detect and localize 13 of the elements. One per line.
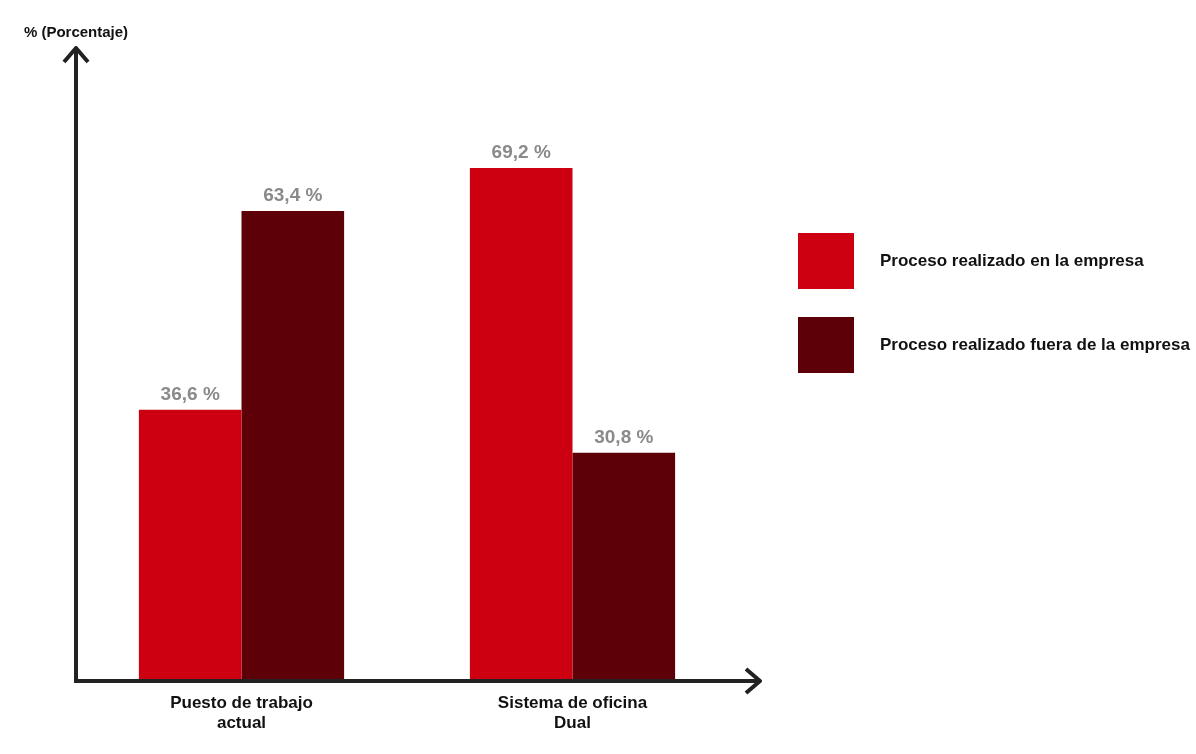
text: Proceso realizado fuera de la empresa (880, 335, 1190, 355)
x-tick-label: Puesto de trabajo actual (170, 693, 313, 733)
bar (241, 211, 345, 682)
data-label: 69,2 % (491, 140, 551, 162)
data-label: 30,8 % (594, 425, 654, 447)
data-label: 63,4 % (263, 183, 323, 205)
data-label: 36,6 % (160, 382, 220, 404)
x-tick-label: Sistema de oficina Dual (497, 693, 648, 733)
bar (469, 168, 573, 682)
bar (138, 409, 242, 682)
text: Proceso realizado en la empresa (880, 251, 1144, 271)
bar (572, 452, 676, 682)
text: % (Porcentaje) (23, 22, 129, 40)
